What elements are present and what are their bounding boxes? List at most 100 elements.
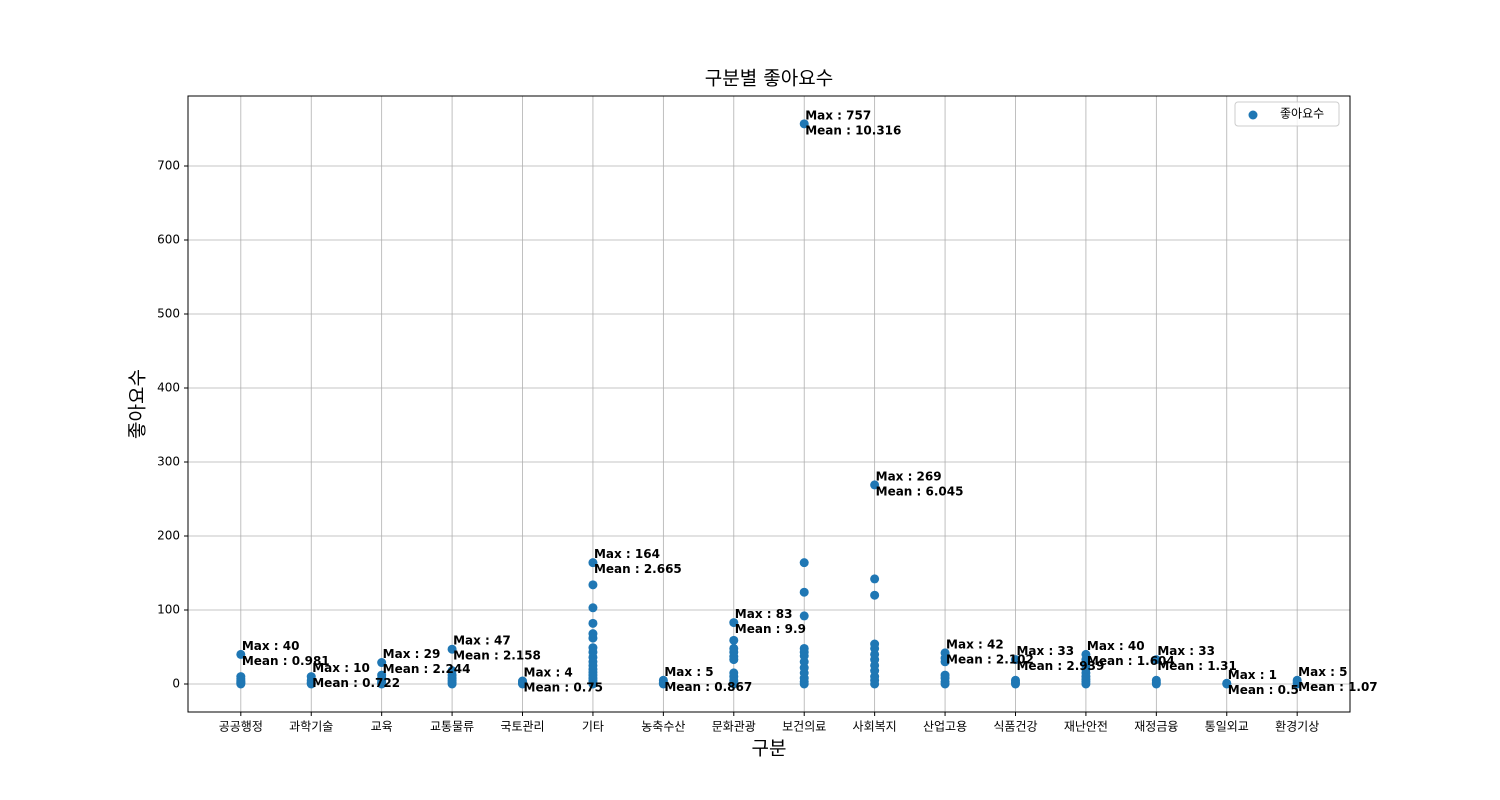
annotation: Mean : 6.045 — [876, 484, 964, 498]
legend-label: 좋아요수 — [1280, 107, 1324, 121]
chart-title: 구분별 좋아요수 — [705, 68, 833, 90]
annotation: Max : 5 — [1298, 665, 1347, 679]
point — [1292, 675, 1302, 685]
point — [870, 639, 880, 649]
annotation: Mean : 2.939 — [1016, 659, 1104, 673]
x-tick-label: 기타 — [582, 720, 604, 734]
point — [729, 635, 739, 645]
point — [447, 644, 457, 654]
annotation: Max : 4 — [524, 666, 573, 680]
point — [729, 668, 739, 678]
annotation: Max : 47 — [453, 634, 511, 648]
x-tick-label: 재정금융 — [1134, 720, 1178, 734]
point — [799, 611, 809, 621]
annotation: Mean : 2.102 — [946, 652, 1034, 666]
annotation: Max : 40 — [242, 639, 300, 653]
annotation: Max : 5 — [664, 665, 713, 679]
annotation: Max : 10 — [312, 661, 370, 675]
point — [1081, 649, 1091, 659]
point — [799, 643, 809, 653]
point — [658, 675, 668, 685]
point — [588, 629, 598, 639]
annotation: Mean : 1.604 — [1087, 654, 1175, 668]
annotation: Max : 29 — [383, 647, 441, 661]
annotation: Max : 33 — [1157, 644, 1215, 658]
y-tick-label: 300 — [157, 454, 180, 468]
point — [1222, 678, 1232, 688]
point — [870, 574, 880, 584]
annotation: Mean : 0.981 — [242, 654, 330, 668]
point — [377, 670, 387, 680]
legend-box — [1234, 101, 1340, 127]
point — [799, 558, 809, 568]
x-tick-label: 교육 — [371, 720, 393, 734]
y-tick-label: 200 — [157, 528, 180, 542]
point — [940, 670, 950, 680]
point — [729, 618, 739, 628]
point — [588, 580, 598, 590]
x-tick-label: 환경기상 — [1275, 720, 1319, 734]
x-tick-label: 보건의료 — [782, 720, 826, 734]
y-axis-label: 좋아요수 — [127, 369, 149, 439]
plot-frame — [187, 95, 1351, 713]
point — [236, 672, 246, 682]
annotation: Max : 40 — [1087, 639, 1145, 653]
y-tick-label: 500 — [157, 306, 180, 320]
x-tick-label: 사회복지 — [853, 720, 897, 734]
x-tick-label: 문화관광 — [712, 720, 756, 734]
point — [870, 480, 880, 490]
point — [940, 648, 950, 658]
point — [306, 672, 316, 682]
legend-marker — [1248, 110, 1258, 120]
point — [1010, 675, 1020, 685]
point — [729, 643, 739, 653]
x-tick-label: 통일외교 — [1205, 720, 1249, 734]
y-tick-label: 0 — [172, 676, 180, 690]
x-tick-label: 산업고용 — [923, 720, 967, 734]
x-tick-label: 교통물류 — [430, 720, 474, 734]
point — [588, 558, 598, 568]
point — [518, 676, 528, 686]
annotation: Max : 42 — [946, 637, 1004, 651]
annotation: Mean : 9.9 — [735, 622, 806, 636]
x-axis-label: 구분 — [752, 738, 787, 760]
x-tick-label: 식품건강 — [993, 720, 1037, 734]
y-tick-label: 100 — [157, 602, 180, 616]
point — [236, 649, 246, 659]
point — [447, 666, 457, 676]
x-tick-label: 과학기술 — [289, 720, 333, 734]
annotation: Max : 33 — [1016, 644, 1074, 658]
annotation: Mean : 0.5 — [1228, 683, 1299, 697]
annotation: Max : 1 — [1228, 668, 1277, 682]
point — [870, 590, 880, 600]
annotation: Mean : 2.158 — [453, 649, 541, 663]
annotation: Mean : 2.665 — [594, 562, 682, 576]
point — [1010, 655, 1020, 665]
point — [1151, 675, 1161, 685]
annotation: Mean : 1.07 — [1298, 680, 1377, 694]
point — [588, 603, 598, 613]
annotation: Mean : 2.244 — [383, 662, 471, 676]
annotation: Mean : 0.867 — [664, 680, 752, 694]
point — [799, 119, 809, 129]
annotation: Max : 83 — [735, 607, 793, 621]
point — [588, 618, 598, 628]
x-tick-label: 농축수산 — [641, 720, 685, 734]
point — [1151, 655, 1161, 665]
annotation: Mean : 0.722 — [312, 676, 400, 690]
annotation: Mean : 10.316 — [805, 123, 901, 137]
annotation: Max : 757 — [805, 108, 871, 122]
annotation: Mean : 1.31 — [1157, 659, 1236, 673]
y-tick-label: 400 — [157, 380, 180, 394]
annotation: Max : 269 — [876, 469, 942, 483]
annotation: Max : 164 — [594, 547, 660, 561]
annotation: Mean : 0.75 — [524, 681, 603, 695]
x-tick-label: 국토관리 — [500, 720, 544, 734]
y-tick-label: 600 — [157, 233, 180, 247]
point — [588, 643, 598, 653]
point — [377, 658, 387, 668]
y-tick-label: 700 — [157, 159, 180, 173]
point — [799, 587, 809, 597]
